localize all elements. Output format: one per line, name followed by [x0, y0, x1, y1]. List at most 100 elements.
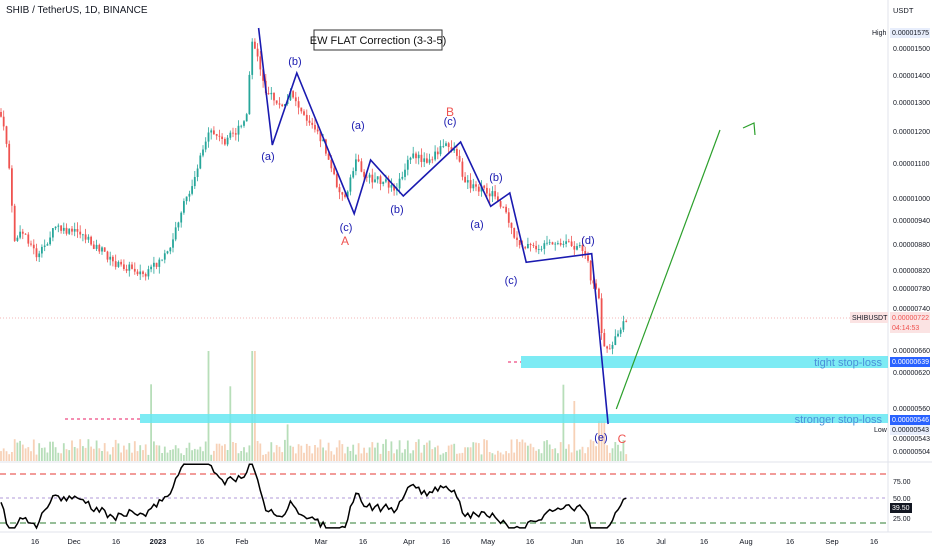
volume-bar: [144, 444, 147, 461]
volume-bar: [497, 450, 499, 461]
volume-bar: [199, 446, 202, 461]
volume-bar: [581, 446, 584, 461]
candle-body: [423, 158, 426, 162]
candle-body: [153, 262, 155, 267]
candle-body: [234, 133, 237, 135]
candle-body: [207, 132, 210, 142]
volume-bar: [68, 450, 71, 461]
volume-bar: [240, 451, 243, 461]
volume-bar: [357, 443, 360, 461]
wave-label-b2: (b): [390, 204, 403, 216]
volume-bar: [207, 351, 210, 461]
volume-bar: [341, 444, 344, 461]
volume-bar: [79, 439, 82, 461]
wave-label-B: B: [446, 105, 454, 119]
high-value: 0.00001575: [892, 30, 929, 37]
wave-label-b1: (b): [288, 56, 301, 68]
price-axis-ticks: 0.00001500 0.00001400 0.00001300 0.00001…: [893, 46, 930, 456]
chart-title: SHIB / TetherUS, 1D, BINANCE: [6, 5, 148, 16]
candle-body: [155, 262, 158, 267]
wave-label-c1: (c): [340, 222, 353, 234]
candle-body: [379, 176, 382, 184]
candle-body: [103, 247, 106, 252]
candle-body: [417, 154, 420, 159]
volume-bar: [259, 443, 262, 461]
volume-bar: [360, 453, 363, 461]
volume-bar: [224, 444, 226, 461]
volume-bar: [84, 447, 87, 461]
volume-bar: [73, 447, 76, 461]
candle-body: [497, 196, 499, 202]
candle-body: [308, 120, 311, 123]
volume-bar: [396, 449, 398, 461]
candle-body: [357, 159, 360, 162]
volume-bar: [603, 421, 606, 461]
volume-bar: [352, 444, 355, 461]
volume-bar: [622, 440, 625, 461]
candle-body: [248, 74, 251, 115]
volume-bar: [428, 440, 431, 461]
candle-body: [150, 266, 152, 270]
candle-body: [415, 153, 417, 159]
candle-body: [311, 122, 314, 125]
candle-body: [139, 271, 142, 275]
time-tick: May: [481, 537, 495, 546]
volume-bar: [281, 452, 284, 461]
rsi-line: [0, 463, 627, 530]
candle-body: [502, 206, 505, 208]
symbol-label: SHIBUSDT: [852, 315, 888, 322]
candle-body: [289, 91, 292, 101]
volume-bar: [524, 442, 527, 461]
candle-body: [458, 155, 461, 162]
price-tick: 0.00001500: [893, 46, 930, 53]
volume-bar: [480, 454, 483, 461]
candle-body: [305, 114, 308, 121]
candle-body: [136, 271, 139, 275]
candle-body: [420, 154, 423, 162]
volume-bar: [330, 451, 333, 461]
volume-bar: [415, 442, 417, 461]
candle-body: [385, 179, 387, 182]
price-axis-unit: USDT: [893, 6, 914, 15]
pattern-title-box: [313, 29, 443, 51]
strong-level-tag: [890, 415, 930, 425]
candle-body: [431, 159, 434, 161]
candle-body: [532, 245, 535, 246]
time-tick: Dec: [67, 537, 81, 546]
candle-body: [0, 112, 2, 117]
candle-body: [535, 245, 537, 250]
candle-body: [169, 247, 172, 252]
time-tick: 16: [31, 537, 39, 546]
tight-stop-label: tight stop-loss: [814, 357, 882, 369]
volume-bar: [21, 444, 24, 461]
candle-body: [254, 41, 256, 49]
candle-body: [300, 107, 303, 112]
time-tick: 16: [442, 537, 450, 546]
volume-bar: [327, 442, 330, 461]
volume-bar: [120, 452, 122, 461]
price-tick: 0.00000780: [893, 286, 930, 293]
candle-body: [584, 251, 587, 256]
candle-body: [232, 132, 234, 134]
candle-body: [529, 244, 532, 245]
volume-bar: [76, 448, 79, 461]
price-tick: 0.00000504: [893, 449, 930, 456]
volume-bar: [557, 453, 559, 461]
candle-body: [109, 256, 112, 260]
candle-body: [128, 264, 131, 271]
volume-bar: [535, 450, 537, 461]
candle-body: [180, 212, 183, 223]
volume-bar: [123, 445, 125, 461]
volume-bar: [505, 451, 507, 461]
candle-body: [401, 176, 404, 179]
candle-body: [24, 233, 27, 235]
volume-bar: [202, 451, 204, 461]
candle-body: [76, 229, 79, 232]
volume-bar: [598, 421, 600, 461]
volume-bar: [131, 452, 133, 461]
volume-bar: [218, 443, 221, 461]
volume-bar: [139, 445, 142, 461]
candle-body: [551, 242, 554, 245]
volume-bar: [614, 442, 617, 461]
